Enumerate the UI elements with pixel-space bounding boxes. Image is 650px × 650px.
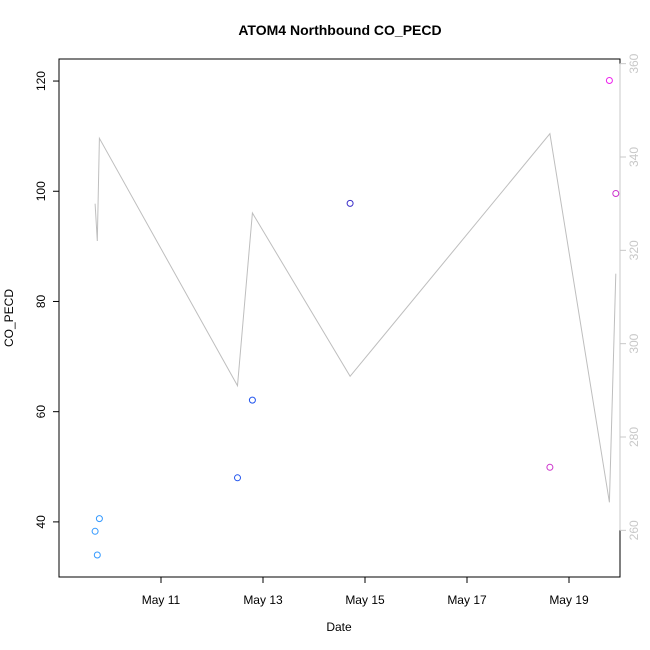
y-tick-label-left: 100 [34, 181, 48, 201]
data-point [248, 396, 256, 404]
data-point [91, 527, 99, 535]
y-axis-right: 260 280 300 320 340 360 [619, 53, 641, 540]
chart-title: ATOM4 Northbound CO_PECD [238, 22, 441, 38]
x-tick-label: May 13 [243, 593, 283, 607]
x-axis-label: Date [326, 620, 352, 634]
x-tick-label: May 19 [549, 593, 589, 607]
line-series [94, 132, 617, 503]
data-point [95, 515, 103, 523]
y-tick-label-left: 60 [34, 405, 48, 419]
data-point [546, 463, 554, 471]
plot-area [58, 58, 621, 578]
y-tick-label-right: 260 [627, 520, 641, 540]
y-tick-label-right: 280 [627, 427, 641, 447]
y-tick-label-right: 320 [627, 240, 641, 260]
x-tick-label: May 15 [345, 593, 385, 607]
y-tick-label-right: 340 [627, 147, 641, 167]
data-point [605, 77, 613, 84]
line-series-layer [94, 132, 617, 503]
x-tick-label: May 17 [447, 593, 487, 607]
x-tick-label: May 11 [142, 593, 181, 607]
data-point [612, 190, 620, 197]
point-series-layer [91, 77, 620, 559]
data-point [346, 199, 354, 207]
data-point [234, 474, 241, 482]
y-tick-label-left: 120 [34, 71, 48, 91]
y-tick-label-left: 40 [34, 515, 48, 529]
data-point [93, 551, 101, 559]
y-axis-label: CO_PECD [2, 289, 16, 347]
y-tick-label-left: 80 [34, 294, 48, 308]
y-axis-left: 40 60 80 100 120 [34, 71, 59, 529]
y-tick-label-right: 360 [627, 53, 641, 73]
x-axis: May 11 May 13 May 15 May 17 May 19 [142, 577, 589, 607]
y-tick-label-right: 300 [627, 333, 641, 353]
